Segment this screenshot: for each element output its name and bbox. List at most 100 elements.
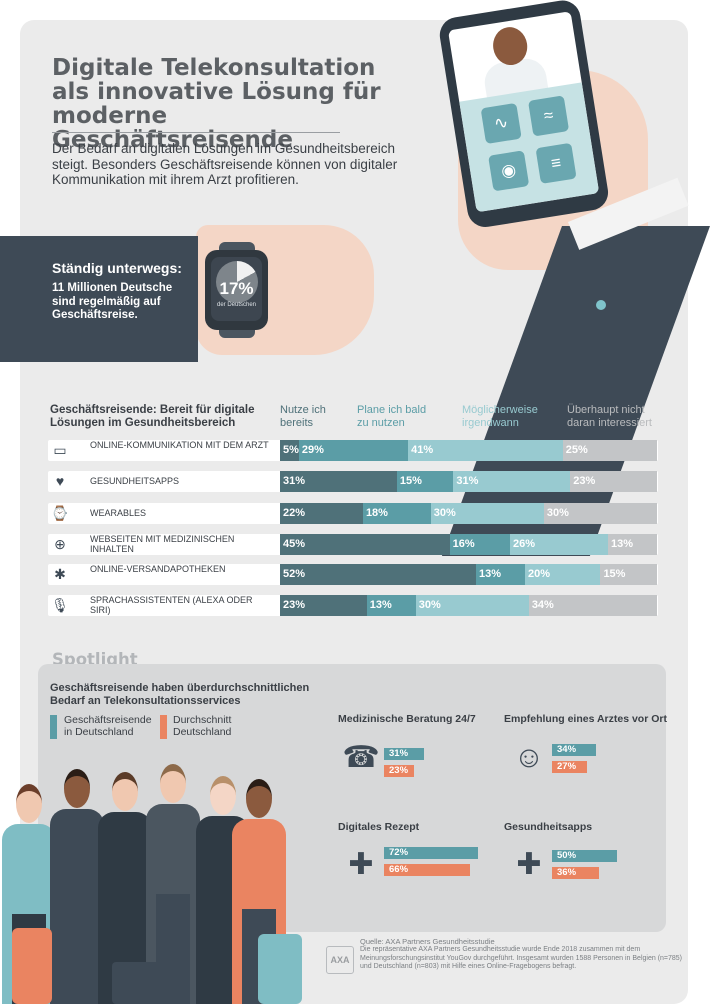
bar-segment (570, 471, 657, 492)
spotlight-subtitle: Geschäftsreisende haben überdurchschnitt… (50, 682, 310, 707)
prescription-icon: ✚ (348, 848, 374, 881)
source-text: Die repräsentative AXA Partners Gesundhe… (360, 946, 683, 970)
travel-title: Ständig unterwegs: (52, 260, 182, 276)
spotlight-bar (552, 850, 617, 862)
stacked-bar: 52% 13% 20% 15% (280, 564, 657, 585)
bar-segment (525, 564, 601, 585)
smartwatch-icon: ⌚ (51, 505, 69, 521)
person-head (210, 776, 236, 815)
briefcase (112, 962, 166, 1004)
bar-segment (476, 564, 526, 585)
data-label: 22% (283, 507, 306, 519)
spotlight-bar (552, 867, 599, 879)
data-label: 15% (603, 568, 626, 580)
microphone-icon: 🎙 (51, 597, 69, 613)
data-label: 18% (365, 507, 388, 519)
row-label: ONLINE-KOMMUNIKATION MIT DEM ARZT (90, 440, 269, 450)
watch-screen: 17% der Deutschen (211, 257, 262, 321)
data-label: 31% (456, 475, 479, 487)
pill-icon: ◉ (488, 150, 530, 192)
spotlight-bar (552, 761, 588, 773)
bar-segment (528, 595, 657, 616)
spotlight-item-title: Empfehlung eines Arztes vor Ort (504, 713, 667, 725)
bar-segment (607, 534, 657, 555)
spotlight-bar (552, 744, 597, 756)
watch-caption: der Deutschen (216, 302, 257, 308)
person-head (64, 769, 90, 808)
data-label: 23% (283, 599, 306, 611)
data-label: 13% (479, 568, 502, 580)
dna-icon: ≈ (527, 95, 570, 137)
data-label: 50% (557, 850, 577, 861)
data-label: 72% (389, 847, 409, 858)
legend-swatch-business (50, 715, 57, 739)
stacked-bar: 45% 16% 26% 13% (280, 534, 657, 555)
bar-segment (280, 471, 397, 492)
suitcase-teal (258, 934, 302, 1004)
row-label: ONLINE-VERSANDAPOTHEKEN (90, 564, 226, 574)
data-label: 13% (369, 599, 392, 611)
data-label: 34% (557, 744, 577, 755)
bar-segment (280, 440, 299, 461)
medical-star-icon: ✱ (54, 566, 66, 582)
legend-business: Geschäftsreisende in Deutschland (64, 714, 152, 738)
intro-text: Der Bedarf an digitalen Lösungen im Gesu… (52, 141, 398, 187)
data-label: 45% (283, 538, 306, 550)
bar-segment (280, 564, 477, 585)
data-label: 34% (531, 599, 554, 611)
data-label: 23% (389, 765, 409, 776)
bar-segment (430, 503, 544, 524)
medical-website-icon: ⊕ (54, 536, 66, 552)
spotlight-bar (384, 748, 425, 760)
data-label: 5% (283, 444, 299, 456)
bar-segment (366, 595, 416, 616)
legend-average: Durchschnitt Deutschland (173, 714, 232, 738)
data-label: 29% (301, 444, 324, 456)
axa-logo: AXA (326, 946, 354, 974)
pulse-icon: ∿ (480, 102, 522, 145)
data-label: 36% (557, 867, 577, 878)
spotlight-bar (384, 765, 414, 777)
person-head (16, 784, 42, 823)
spotlight-item-title: Medizinische Beratung 24/7 (338, 713, 476, 725)
row-label: WEARABLES (90, 508, 147, 518)
data-label: 13% (610, 538, 634, 550)
data-label: 27% (557, 761, 577, 772)
spotlight-bar (384, 864, 470, 876)
spotlight-item-title: Digitales Rezept (338, 821, 420, 833)
legend-swatch-average (160, 715, 167, 739)
stacked-bar: 23% 13% 30% 34% (280, 595, 657, 616)
bar-segment (600, 564, 657, 585)
data-label: 31% (283, 475, 306, 487)
data-label: 15% (399, 475, 422, 487)
data-label: 30% (433, 507, 456, 519)
bar-segment (543, 503, 657, 524)
data-label: 66% (389, 864, 409, 875)
bar-segment (408, 440, 563, 461)
travel-text: 11 Millionen Deutsche sind regelmäßig au… (52, 282, 173, 321)
cufflink (596, 300, 606, 310)
data-label: 20% (528, 568, 551, 580)
phone-screen: ∿ ≈ ◉ ≡ (447, 11, 600, 213)
row-label: SPRACHASSISTENTEN (ALEXA ODER SIRI) (90, 595, 253, 615)
row-label: GESUNDHEITSAPPS (90, 476, 180, 486)
watch-pie-chart (216, 261, 258, 303)
legend-planned: Plane ich bald zu nutzen (357, 404, 427, 429)
page-title: Digitale Telekonsultation als innovative… (52, 55, 381, 153)
data-label: 30% (418, 599, 441, 611)
title-divider (52, 132, 340, 133)
stacked-bar: 31% 15% 31% 23% (280, 471, 657, 492)
document-icon: ≡ (535, 142, 577, 184)
health-app-icon: ✚ (516, 848, 542, 881)
data-label: 16% (452, 538, 475, 550)
person-head (112, 772, 138, 811)
row-label: WEBSEITEN MIT MEDIZINISCHEN INHALTEN (90, 534, 235, 554)
stethoscope-phone-icon: ☎ (342, 741, 380, 774)
data-label: 25% (565, 444, 588, 456)
stacked-bar: 22% 18% 30% 30% (280, 503, 657, 524)
bar-segment (280, 503, 363, 524)
heart-icon: ♥ (55, 473, 65, 489)
bar-segment (362, 503, 431, 524)
bar-segment (415, 595, 529, 616)
bar-segment (449, 534, 510, 555)
